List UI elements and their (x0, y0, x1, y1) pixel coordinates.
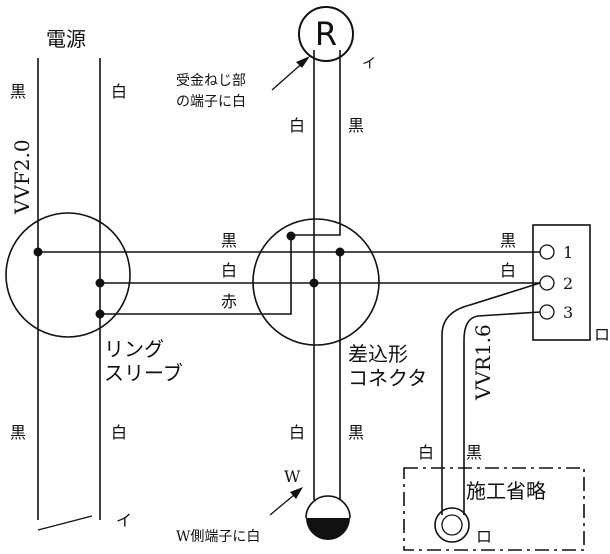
outlet-note: W側端子に白 (176, 529, 260, 545)
vvr-cable-label: VVR1.6 (471, 324, 495, 401)
terminal-3 (539, 304, 555, 320)
outlet-note-arrow (269, 487, 303, 516)
power-bottom-i: イ (116, 511, 132, 530)
terminal-n2: 2 (563, 274, 573, 293)
receptacle-note-arrow (271, 56, 310, 91)
ceiling-outlet-outer (434, 507, 470, 543)
terminal-n1: 1 (563, 243, 573, 262)
vvr-black: 黒 (466, 443, 482, 462)
receptacle-terminal-i: イ (362, 56, 376, 72)
ceiling-outlet-inner (441, 514, 463, 536)
ring-sleeve-circle (5, 212, 131, 338)
sleeve-label-1: リング (104, 337, 164, 361)
center-white: 白 (221, 261, 237, 280)
connector-bottom-black: 黒 (348, 423, 364, 442)
omitted-ro: ロ (476, 527, 492, 546)
terminal-1 (539, 244, 555, 260)
power-cable (37, 58, 101, 531)
center-red: 赤 (221, 292, 237, 311)
receptacle-symbol: R (315, 15, 337, 53)
receptacle-wire-white: 白 (289, 116, 305, 135)
connector-bottom-white: 白 (289, 423, 305, 442)
power-title: 電源 (46, 27, 86, 51)
terminal-n3: 3 (563, 303, 573, 322)
terminal-black: 黒 (500, 231, 516, 250)
connector-circle (252, 218, 380, 346)
power-bottom-white: 白 (111, 423, 127, 442)
power-black: 黒 (10, 82, 26, 101)
terminal-ro: ロ (594, 325, 610, 344)
connector-label-1: 差込形 (348, 342, 408, 366)
sleeve-label-2: スリーブ (104, 361, 183, 385)
power-cable-label: VVF2.0 (10, 139, 34, 215)
receptacle-wire-black: 黒 (348, 116, 364, 135)
terminal-white: 白 (500, 261, 516, 280)
vvr-white: 白 (418, 443, 434, 462)
omitted-box (403, 467, 585, 551)
vertical-wires (313, 50, 341, 500)
terminal-block (532, 224, 591, 341)
power-bottom-black: 黒 (10, 423, 26, 442)
receptacle-circle (298, 6, 354, 62)
power-white: 白 (111, 82, 127, 101)
terminal-2 (539, 275, 555, 291)
connector-dot-receptacle (286, 231, 296, 241)
omitted-label: 施工省略 (466, 479, 546, 503)
receptacle-note-2: の端子に白 (176, 94, 246, 110)
connector-label-2: コネクタ (348, 366, 427, 390)
outlet-symbol (305, 495, 351, 540)
outlet-w-mark: W (284, 467, 301, 486)
center-black: 黒 (221, 231, 237, 250)
vvr-cable (441, 282, 541, 515)
receptacle-note-1: 受金ねじ部 (176, 73, 246, 89)
